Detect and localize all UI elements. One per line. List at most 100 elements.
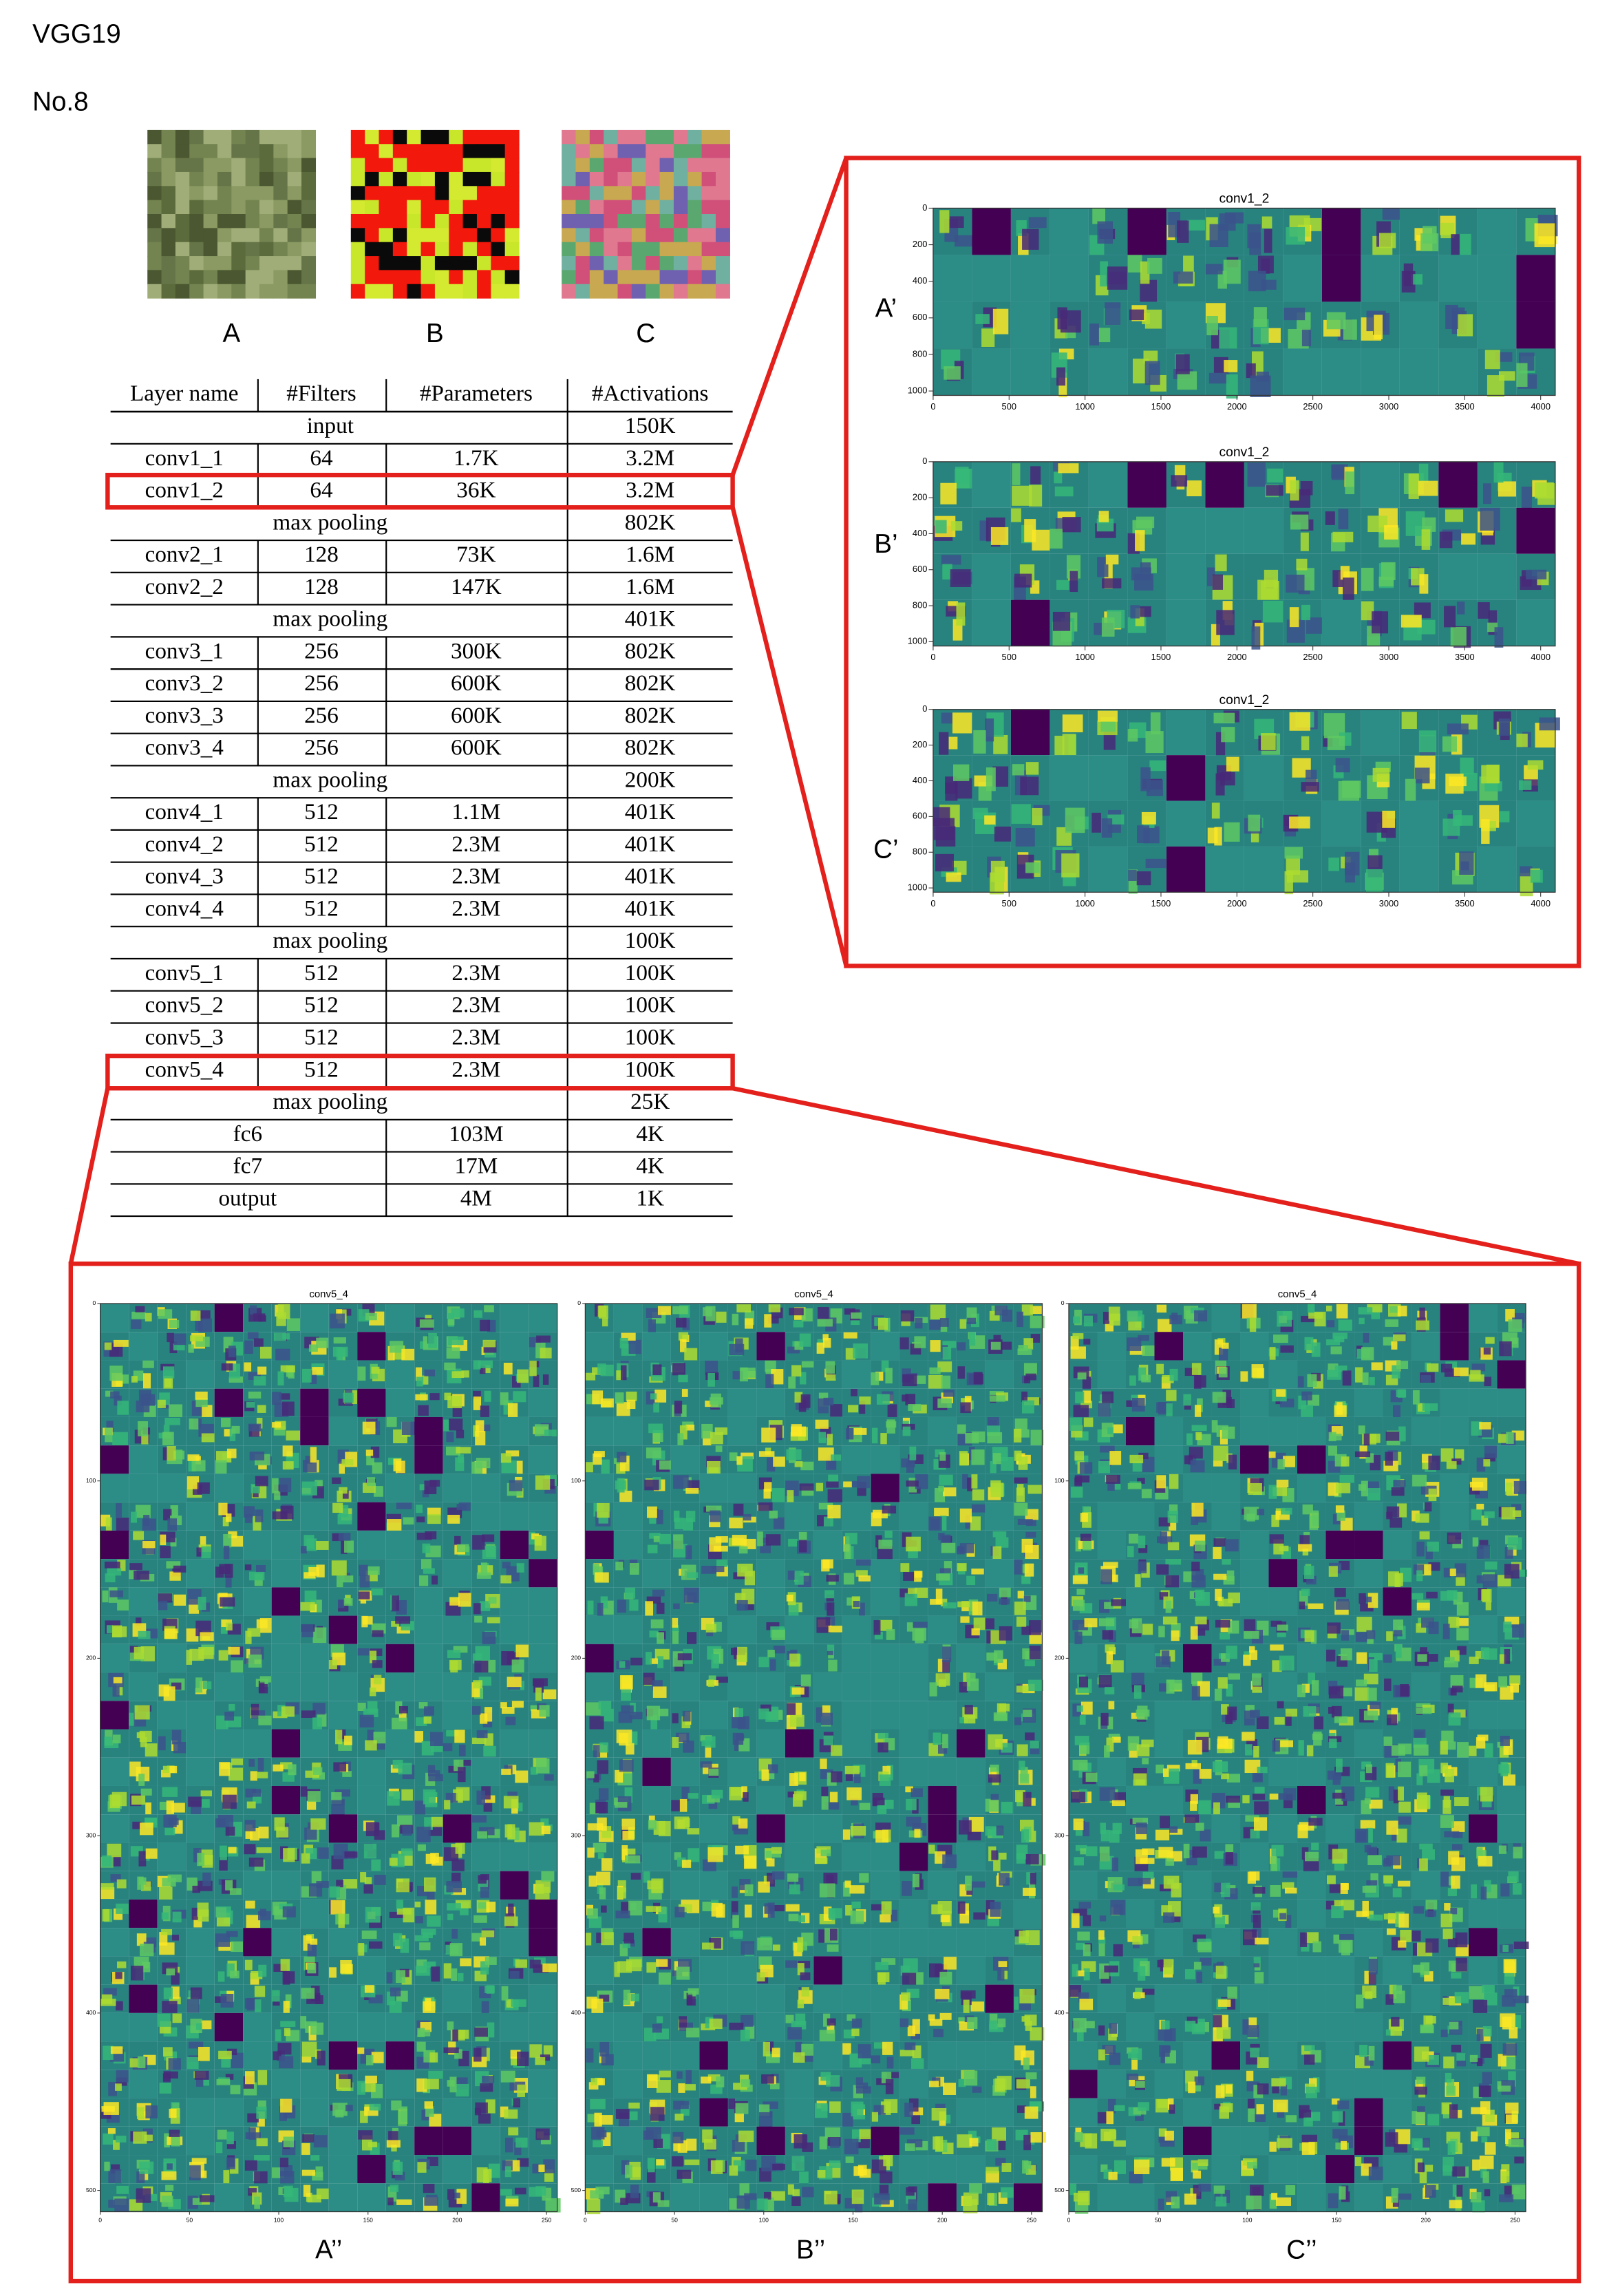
feature-texture [1140, 606, 1151, 617]
x-tick-label: 2000 [1227, 652, 1247, 662]
feature-texture [110, 1874, 121, 1882]
feature-texture [500, 1575, 512, 1584]
feature-texture [1453, 810, 1462, 826]
image-texture [287, 242, 302, 257]
feature-map [642, 1928, 671, 1957]
feature-texture [1306, 769, 1317, 786]
image-texture [217, 200, 232, 215]
image-texture [631, 284, 646, 299]
table-cell: max pooling [273, 767, 387, 792]
table-cell: 2.3M [451, 895, 500, 921]
feature-map [186, 1502, 215, 1531]
table-cell: conv3_4 [145, 735, 224, 761]
feature-texture [418, 1405, 429, 1416]
feature-texture [279, 1478, 292, 1493]
feature-texture [187, 1454, 200, 1461]
x-tick-label: 3500 [1455, 652, 1475, 662]
feature-map [871, 1984, 899, 2013]
image-texture [562, 200, 577, 215]
feature-texture [878, 1540, 893, 1549]
feature-map [100, 1530, 129, 1560]
feature-map [443, 1814, 472, 1843]
image-texture [604, 144, 619, 159]
feature-texture [646, 1447, 661, 1458]
image-texture [231, 200, 246, 215]
feature-texture [169, 1404, 183, 1420]
image-texture [715, 186, 730, 201]
feature-map [100, 1757, 129, 1786]
feature-texture [258, 1964, 267, 1977]
feature-map [642, 1729, 671, 1758]
feature-texture [1527, 760, 1544, 770]
feature-texture [457, 1973, 464, 1981]
image-texture [147, 256, 162, 271]
table-cell: conv1_2 [145, 478, 224, 503]
heatmap-panel [584, 1303, 1046, 2215]
feature-map [1244, 846, 1283, 893]
image-texture [407, 270, 422, 285]
feature-texture [1306, 617, 1324, 634]
feature-map [300, 1388, 329, 1417]
feature-map [300, 1672, 329, 1701]
feature-texture [659, 1533, 673, 1544]
feature-texture [416, 1827, 431, 1842]
feature-texture [768, 1764, 778, 1774]
image-texture [245, 158, 260, 173]
image-texture [604, 200, 619, 215]
feature-texture [473, 1396, 482, 1410]
image-texture [491, 200, 506, 215]
feature-texture [104, 1342, 112, 1350]
feature-texture [658, 1821, 671, 1837]
feature-texture [787, 1490, 794, 1503]
image-texture [462, 158, 478, 173]
feature-texture [167, 1874, 182, 1882]
feature-texture [164, 1828, 175, 1836]
feature-map [670, 1757, 700, 1786]
feature-map [157, 1842, 187, 1871]
feature-texture [425, 1900, 437, 1915]
feature-texture [1028, 217, 1047, 228]
feature-texture [827, 1434, 833, 1446]
feature-texture [310, 1818, 326, 1830]
feature-map [1321, 208, 1361, 255]
feature-texture [1012, 485, 1032, 506]
feature-texture [902, 1374, 917, 1387]
feature-texture [197, 1853, 205, 1867]
feature-texture [144, 1817, 159, 1825]
feature-texture [219, 1856, 228, 1871]
feature-texture [338, 1599, 345, 1608]
feature-texture [387, 1791, 400, 1806]
image-texture [392, 171, 407, 187]
feature-texture [1134, 573, 1154, 591]
feature-map [1127, 208, 1166, 255]
feature-texture [829, 1792, 838, 1803]
feature-texture [1300, 481, 1313, 496]
feature-texture [389, 1858, 398, 1866]
feature-texture [1289, 607, 1299, 628]
panel-frame [933, 207, 1556, 396]
feature-map [1205, 846, 1244, 893]
feature-texture [307, 1944, 317, 1959]
feature-texture [941, 712, 952, 724]
feature-texture [370, 1650, 377, 1663]
feature-texture [333, 1337, 346, 1344]
image-texture [617, 144, 632, 159]
feature-texture [619, 1759, 634, 1772]
feature-texture [873, 1797, 885, 1806]
feature-texture [310, 1447, 317, 1463]
feature-texture [486, 1902, 496, 1913]
feature-texture [503, 1796, 519, 1809]
feature-texture [105, 1390, 114, 1397]
feature-texture [221, 1363, 233, 1371]
table-cell: 401K [625, 799, 676, 825]
image-texture [434, 228, 449, 243]
feature-texture [220, 1845, 227, 1860]
feature-texture [446, 1432, 454, 1443]
feature-map [613, 2041, 643, 2070]
feature-texture [712, 1566, 725, 1573]
feature-texture [1331, 465, 1345, 479]
feature-texture [160, 1534, 167, 1546]
image-texture [189, 270, 204, 285]
feature-texture [422, 1543, 431, 1553]
feature-texture [173, 1565, 187, 1573]
